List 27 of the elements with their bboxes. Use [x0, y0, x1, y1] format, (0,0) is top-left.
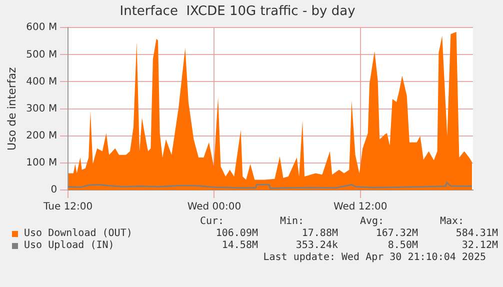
text: Cur:	[198, 216, 226, 228]
text: 584.31M	[454, 228, 498, 240]
text: 32.12M	[460, 240, 498, 252]
y-tick-label: 400 M	[26, 76, 58, 88]
text: Max:	[438, 216, 466, 228]
x-tick-label: Tue 12:00	[42, 202, 93, 213]
legend-label: Uso Download (OUT)	[24, 228, 134, 240]
y-tick-label: 500 M	[26, 49, 58, 60]
text: 8.50M	[386, 240, 418, 252]
text: Min:	[278, 216, 306, 228]
text: 167.32M	[374, 228, 418, 240]
y-tick-label: 100 M	[26, 158, 58, 169]
y-tick-label: 600 M	[26, 22, 58, 34]
text: 106.09M	[214, 228, 258, 240]
text: 17.88M	[300, 228, 338, 240]
text: Last update: Wed Apr 30 21:10:04 2025	[262, 252, 487, 264]
y-tick-label: 300 M	[26, 103, 58, 114]
x-tick-label: Wed 12:00	[333, 202, 388, 213]
y-tick-label: 0	[50, 184, 58, 196]
y-tick-label: 200 M	[26, 130, 58, 142]
text: 14.58M	[220, 240, 258, 252]
y-axis-title: Uso de interfaz	[5, 66, 18, 150]
x-tick-label: Wed 00:00	[187, 202, 242, 213]
text: 353.24k	[294, 240, 338, 252]
text: Avg:	[358, 216, 386, 228]
chart-title: Interface IXCDE 10G traffic - by day	[120, 4, 356, 20]
legend-label: Uso Upload (IN)	[24, 240, 116, 252]
